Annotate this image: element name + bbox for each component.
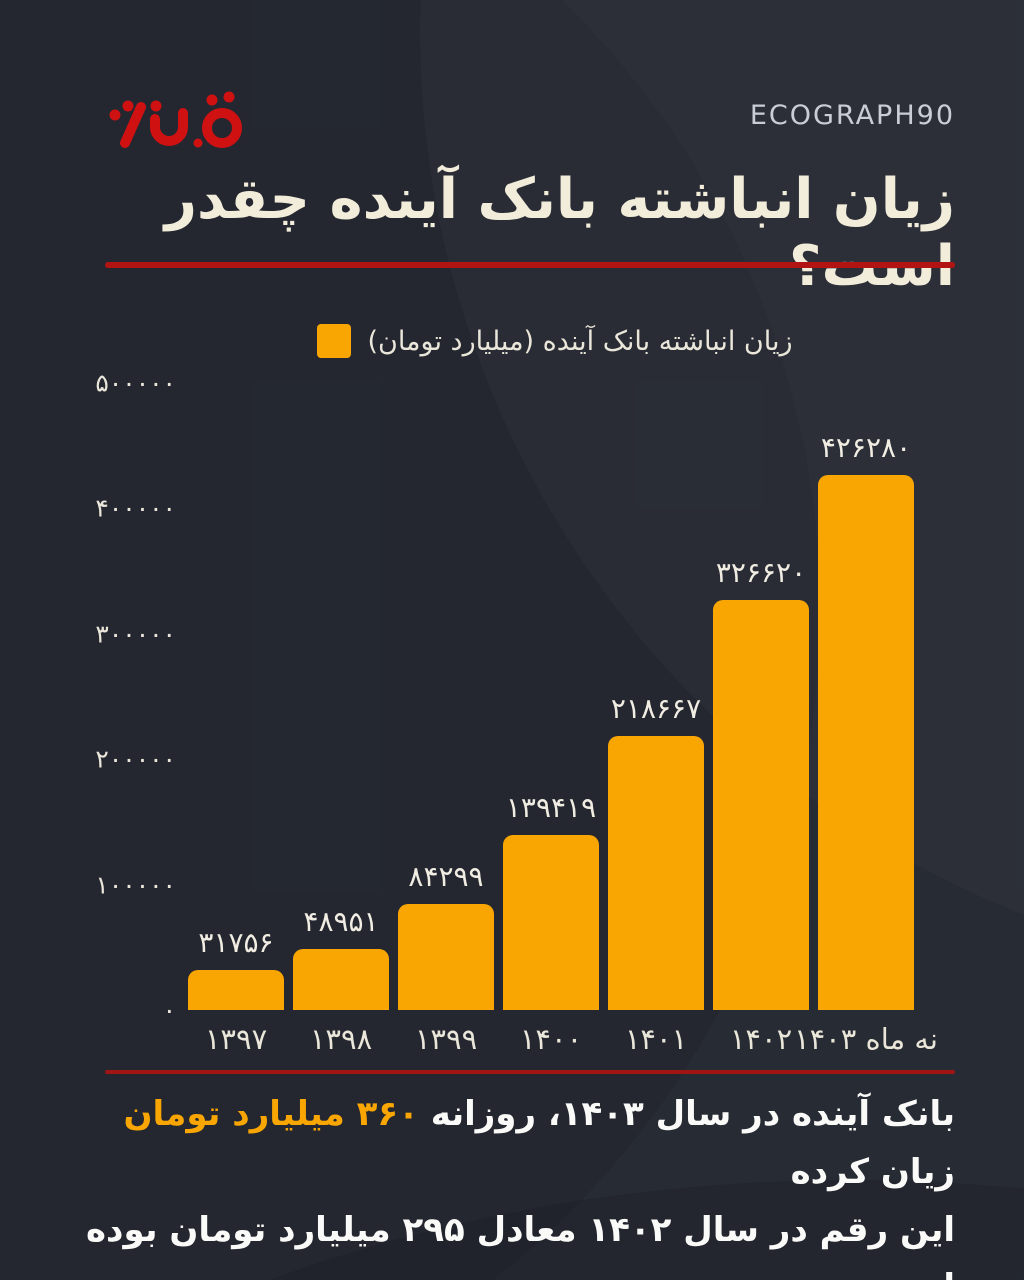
x-axis-tick-label: ۱۳۹۸	[309, 1022, 373, 1056]
x-axis-tick-label: ۱۴۰۱	[624, 1022, 688, 1056]
bar-value-label: ۳۲۶۶۲۰	[715, 556, 807, 589]
chart-legend: زیان انباشته بانک آینده (میلیارد تومان)	[190, 320, 920, 362]
y-axis-tick-label: ۲۰۰۰۰۰	[95, 744, 176, 774]
x-axis-tick-label: ۱۴۰۲	[729, 1022, 793, 1056]
bar-value-label: ۴۸۹۵۱	[303, 905, 379, 938]
footer-line2: این رقم در سال ۱۴۰۲ معادل ۲۹۵ میلیارد تو…	[85, 1209, 955, 1280]
footer-divider-line	[105, 1070, 955, 1074]
footer-line1-post: زیان کرده	[790, 1151, 955, 1192]
x-axis-tick-label: ۱۴۰۰	[519, 1022, 583, 1056]
legend-swatch	[317, 324, 352, 358]
brand-text: ECOGRAPH90	[749, 100, 955, 131]
bar-value-label: ۱۳۹۴۱۹	[505, 791, 597, 824]
bar-value-label: ۳۱۷۵۶	[198, 926, 274, 959]
bar	[188, 970, 284, 1010]
y-axis-tick-label: ۳۰۰۰۰۰	[95, 619, 176, 648]
bar	[818, 475, 914, 1010]
x-axis-tick-label: ۱۳۹۷	[204, 1022, 268, 1056]
legend-label: زیان انباشته بانک آینده (میلیارد تومان)	[367, 325, 793, 357]
y-axis-tick-label: ۰	[162, 995, 176, 1025]
bar-value-label: ۴۲۶۲۸۰	[820, 431, 912, 464]
bar-value-label: ۲۱۸۶۶۷	[610, 692, 702, 725]
bar	[503, 835, 599, 1010]
x-axis-tick-label: نه ماه ۱۴۰۳	[794, 1022, 938, 1056]
bar	[293, 949, 389, 1010]
bar	[713, 600, 809, 1010]
bar	[398, 904, 494, 1010]
y-axis-tick-label: ۱۰۰۰۰۰	[95, 870, 176, 899]
title-divider-line	[105, 262, 955, 268]
footer-line1-pre: بانک آینده در سال ۱۴۰۳، روزانه	[418, 1094, 955, 1134]
page-title: زیان انباشته بانک آینده چقدر است؟	[164, 167, 955, 300]
y-axis-tick-label: ۵۰۰۰۰۰	[95, 368, 176, 397]
bar	[608, 736, 704, 1010]
x-axis-tick-label: ۱۳۹۹	[414, 1022, 478, 1056]
tejaratnews-logo-icon	[109, 91, 242, 148]
footer-caption: بانک آینده در سال ۱۴۰۳، روزانه ۳۶۰ میلیا…	[80, 1086, 955, 1280]
bar-value-label: ۸۴۲۹۹	[408, 860, 484, 893]
footer-highlight: ۳۶۰ میلیارد تومان	[123, 1094, 419, 1134]
background-swirl	[0, 0, 820, 1280]
y-axis-tick-label: ۴۰۰۰۰۰	[95, 493, 176, 523]
